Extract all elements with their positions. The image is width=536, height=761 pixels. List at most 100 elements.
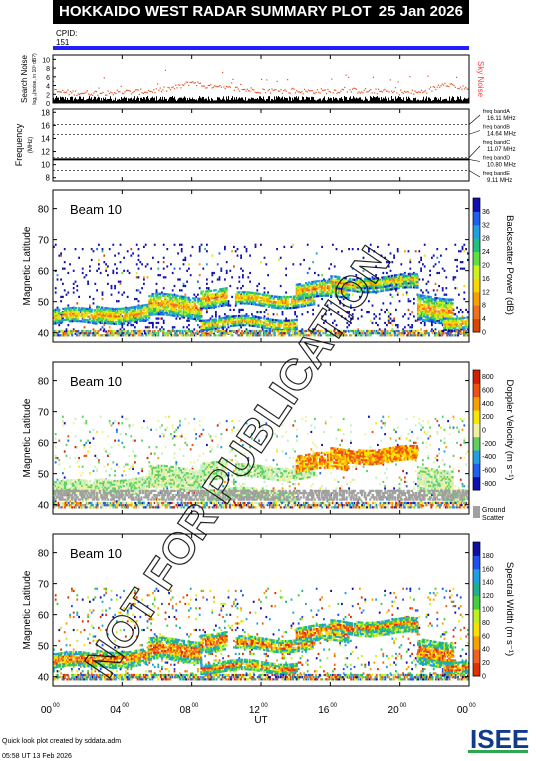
- heatmap-cell: [144, 326, 147, 329]
- heatmap-cell: [245, 298, 249, 301]
- heatmap-cell: [220, 289, 224, 293]
- heatmap-cell: [128, 334, 131, 337]
- noise-floor-bar: [67, 98, 68, 103]
- heatmap-cell: [236, 291, 239, 294]
- heatmap-cell: [427, 334, 430, 337]
- noise-point: [102, 91, 104, 93]
- noise-point: [82, 92, 85, 95]
- heatmap-cell: [340, 292, 344, 295]
- heatmap-cell: [182, 316, 186, 319]
- heatmap-cell: [424, 311, 428, 315]
- heatmap-cell: [380, 288, 383, 291]
- heatmap-cell: [467, 310, 469, 314]
- heatmap-cell: [434, 309, 437, 313]
- heatmap-cell: [358, 290, 361, 293]
- heatmap-cell: [284, 296, 288, 299]
- heatmap-cell: [56, 306, 59, 309]
- heatmap-cell: [292, 243, 295, 246]
- heatmap-cell: [181, 295, 184, 298]
- heatmap-cell: [382, 279, 386, 283]
- noise-floor-bar: [310, 100, 311, 103]
- noise-floor-bar: [202, 96, 203, 103]
- noise-floor-bar: [83, 96, 84, 103]
- heatmap-cell: [220, 304, 224, 307]
- noise-floor-bar: [174, 96, 175, 103]
- noise-point: [120, 85, 122, 88]
- heatmap-cell: [446, 305, 450, 309]
- noise-floor-bar: [126, 97, 127, 103]
- heatmap-cell: [248, 324, 252, 327]
- heatmap-cell: [53, 311, 56, 314]
- heatmap-cell: [107, 312, 110, 316]
- heatmap-cell: [240, 322, 244, 325]
- heatmap-cell: [242, 294, 246, 298]
- heatmap-cell: [388, 281, 391, 284]
- heatmap-cell: [376, 329, 379, 333]
- heatmap-cell: [396, 334, 399, 337]
- heatmap-cell: [136, 314, 140, 317]
- heatmap-cell: [247, 322, 250, 325]
- heatmap-cell: [322, 287, 325, 290]
- heatmap-cell: [438, 261, 440, 264]
- heatmap-cell: [342, 288, 346, 291]
- heatmap-cell: [312, 295, 316, 298]
- heatmap-cell: [83, 334, 86, 337]
- heatmap-cell: [137, 334, 140, 337]
- noise-point: [142, 92, 144, 94]
- heatmap-cell: [309, 300, 313, 303]
- heatmap-cell: [263, 299, 266, 302]
- heatmap-cell: [82, 314, 86, 318]
- heatmap-cell: [466, 316, 469, 319]
- heatmap-cell: [464, 322, 468, 325]
- heatmap-cell: [440, 314, 443, 317]
- heatmap-cell: [186, 280, 188, 283]
- heatmap-cell: [284, 323, 287, 326]
- heatmap-cell: [147, 334, 150, 337]
- heatmap-cell: [192, 297, 195, 300]
- heatmap-cell: [76, 312, 79, 315]
- noise-floor-bar: [455, 100, 456, 103]
- heatmap-cell: [409, 267, 412, 270]
- heatmap-cell: [270, 318, 273, 321]
- noise-floor-bar: [134, 96, 135, 103]
- heatmap-cell: [272, 304, 275, 307]
- noise-point: [79, 93, 81, 96]
- noise-floor-bar: [151, 97, 152, 103]
- heatmap-cell: [124, 314, 127, 318]
- noise-point: [173, 88, 176, 90]
- heatmap-cell: [206, 323, 209, 326]
- heatmap-cell: [459, 329, 462, 333]
- heatmap-cell: [218, 315, 221, 318]
- heatmap-cell: [196, 310, 200, 313]
- heatmap-cell: [143, 304, 146, 307]
- heatmap-cell: [95, 316, 98, 320]
- heatmap-cell: [438, 284, 440, 288]
- noise-floor-bar: [132, 99, 133, 103]
- heatmap-cell: [203, 294, 206, 297]
- heatmap-cell: [211, 304, 214, 307]
- heatmap-cell: [403, 278, 406, 281]
- heatmap-cell: [85, 309, 89, 312]
- heatmap-cell: [267, 323, 270, 326]
- heatmap-cell: [339, 302, 341, 305]
- heatmap-cell: [387, 317, 390, 320]
- heatmap-cell: [239, 300, 243, 303]
- heatmap-cell: [62, 315, 65, 318]
- noise-floor-bar: [412, 100, 413, 103]
- heatmap-cell: [309, 294, 313, 297]
- heatmap-cell: [373, 250, 376, 253]
- heatmap-cell: [457, 319, 460, 322]
- heatmap-cell: [277, 297, 280, 300]
- heatmap-cell: [240, 293, 242, 296]
- heatmap-cell: [429, 307, 432, 310]
- heatmap-cell: [115, 315, 118, 318]
- heatmap-cell: [267, 298, 271, 301]
- heatmap-cell: [200, 319, 203, 322]
- heatmap-cell: [335, 324, 338, 327]
- heatmap-cell: [203, 328, 206, 332]
- heatmap-cell: [68, 310, 71, 314]
- heatmap-cell: [281, 334, 284, 337]
- heatmap-cell: [415, 280, 419, 283]
- heatmap-cell: [211, 324, 214, 327]
- noise-floor-bar: [98, 96, 99, 103]
